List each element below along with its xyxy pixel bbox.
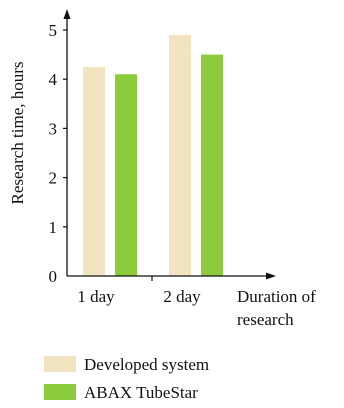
x-tick-label-2: 2 day [163,287,201,306]
legend-swatch-1 [44,356,76,372]
legend-label-2: ABAX TubeStar [84,383,198,402]
y-ticks-group: 0 1 2 3 4 5 [49,21,67,286]
y-tick-label-5: 5 [49,21,58,40]
x-ticks-group: 1 day 2 day [77,276,201,306]
x-axis-label: Duration of research [237,287,320,329]
legend-label-1: Developed system [84,355,209,374]
y-axis-arrow [63,9,71,19]
y-tick-label-3: 3 [49,119,58,138]
bar-2-2 [201,54,223,276]
y-tick-label-2: 2 [49,169,58,188]
y-axis-label: Research time, hours [8,61,27,204]
y-tick-label-4: 4 [49,70,58,89]
bar-1-2 [115,74,137,276]
legend-swatch-2 [44,384,76,400]
x-tick-label-1: 1 day [77,287,115,306]
x-axis-label-line-2: research [237,310,294,329]
x-axis-arrow [266,272,276,280]
bars-group [83,34,223,277]
y-tick-label-1: 1 [49,218,58,237]
x-axis-label-line-1: Duration of [237,287,316,306]
bar-1-1 [83,66,105,277]
bar-2-1 [169,34,191,276]
y-tick-label-0: 0 [49,267,58,286]
axes-group: 0 1 2 3 4 5 1 day 2 day [49,9,276,306]
legend: Developed system ABAX TubeStar [44,355,209,402]
